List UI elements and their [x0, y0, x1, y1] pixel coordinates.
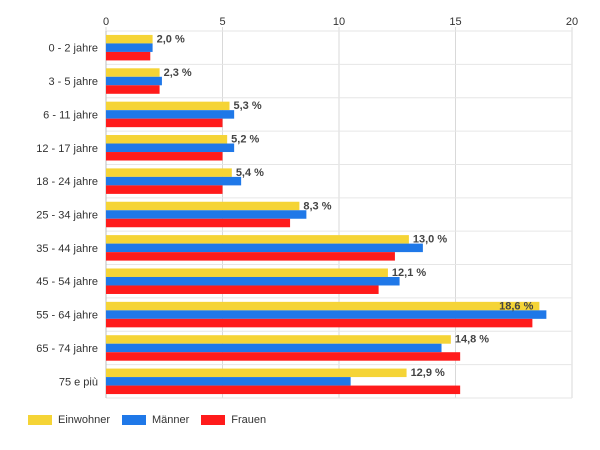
x-tick-label: 15 — [449, 16, 461, 28]
bar-mnner — [106, 143, 235, 153]
y-axis-categories: 0 - 2 jahre 3 - 5 jahre 6 - 11 jahre 12 - 1… — [36, 43, 98, 389]
x-tick-label: 20 — [566, 16, 578, 28]
category-label: 0 - 2 jahre — [48, 43, 98, 55]
category-label: 55 - 64 jahre — [36, 310, 98, 322]
data-label: 14,8 % — [455, 334, 489, 346]
bar-frauen — [106, 185, 223, 194]
data-labels: 2,0 % 2,3 % 5,3 % 5,2 % 5,4 % 8,3 % 13,0 % 12,1… — [157, 33, 534, 379]
bar-einwohner — [106, 101, 230, 111]
data-label: 5,3 % — [233, 100, 261, 112]
legend-label-maenner: Männer — [151, 414, 190, 426]
category-label: 12 - 17 jahre — [36, 143, 98, 155]
bar-frauen — [106, 285, 379, 294]
legend-label-frauen: Frauen — [231, 414, 267, 426]
bar-frauen — [106, 118, 223, 128]
bar-frauen — [106, 51, 151, 61]
bar-einwohner — [106, 368, 407, 378]
category-label: 65 - 74 jahre — [36, 343, 98, 355]
bar-einwohner — [106, 201, 300, 211]
bar-mnner — [106, 210, 307, 219]
data-label: 13,0 % — [413, 234, 447, 246]
bars — [106, 34, 547, 395]
legend-item-maenner[interactable]: Männer — [121, 414, 190, 426]
x-tick-label: 0 — [103, 16, 109, 28]
bar-mnner — [106, 343, 442, 353]
bar-einwohner — [106, 235, 409, 244]
category-label: 3 - 5 jahre — [48, 76, 98, 88]
bar-einwohner — [106, 168, 232, 177]
category-label: 6 - 11 jahre — [43, 109, 98, 121]
bar-mnner — [106, 377, 351, 386]
data-label: 12,9 % — [411, 367, 445, 379]
bar-mnner — [106, 76, 162, 86]
category-label: 45 - 54 jahre — [36, 276, 98, 288]
bar-mnner — [106, 243, 423, 253]
bar-einwohner — [106, 301, 540, 311]
data-label: 5,2 % — [231, 134, 259, 146]
bar-einwohner — [106, 135, 228, 144]
legend-swatch-frauen — [201, 415, 226, 425]
bar-einwohner — [106, 335, 451, 344]
data-label: 12,1 % — [392, 267, 426, 279]
bar-mnner — [106, 43, 153, 52]
bar-einwohner — [106, 268, 388, 277]
bar-frauen — [106, 252, 395, 261]
data-label: 5,4 % — [236, 167, 264, 179]
data-label: 2,3 % — [164, 67, 192, 79]
bar-frauen — [106, 385, 461, 395]
bar-frauen — [106, 352, 461, 361]
data-label: 18,6 % — [499, 300, 533, 312]
bar-frauen — [106, 318, 533, 328]
bar-einwohner — [106, 34, 153, 44]
bar-mnner — [106, 276, 400, 286]
x-tick-label: 5 — [219, 16, 225, 28]
legend-swatch-einwohner — [28, 415, 52, 425]
category-label: 18 - 24 jahre — [36, 176, 98, 188]
bar-einwohner — [106, 68, 160, 77]
bar-frauen — [106, 218, 291, 228]
x-axis-ticks: 0 5 10 15 20 — [103, 16, 578, 28]
category-label: 25 - 34 jahre — [36, 210, 98, 222]
legend-swatch-maenner — [121, 415, 146, 425]
x-tick-label: 10 — [333, 16, 345, 28]
bar-frauen — [106, 152, 223, 161]
bar-mnner — [106, 310, 547, 319]
legend: Einwohner Männer Frauen — [28, 414, 266, 426]
data-label: 2,0 % — [157, 33, 185, 45]
bar-frauen — [106, 85, 160, 94]
legend-label-einwohner: Einwohner — [58, 414, 110, 426]
data-label: 8,3 % — [303, 200, 331, 212]
bar-mnner — [106, 110, 235, 119]
bar-mnner — [106, 176, 242, 186]
legend-item-frauen[interactable]: Frauen — [201, 414, 266, 426]
category-label: 35 - 44 jahre — [36, 243, 98, 255]
legend-item-einwohner[interactable]: Einwohner — [28, 414, 110, 426]
category-label: 75 e più — [59, 376, 98, 388]
